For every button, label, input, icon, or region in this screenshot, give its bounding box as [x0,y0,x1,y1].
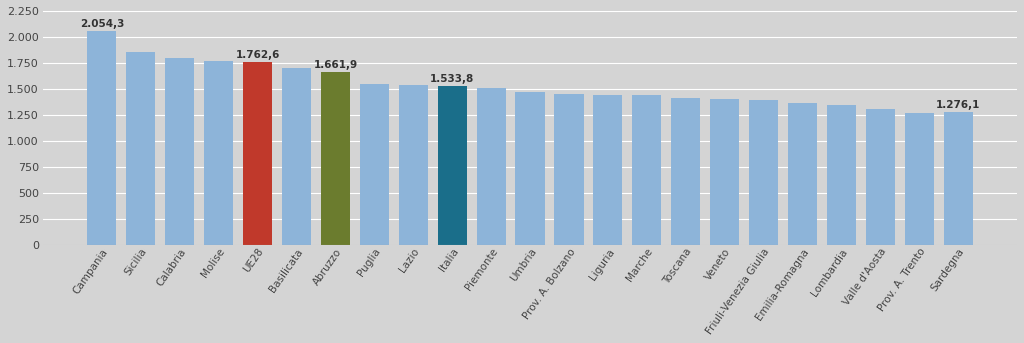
Bar [437,85,467,245]
Bar [204,61,233,245]
Bar [671,97,700,245]
Bar [282,68,311,245]
Bar [826,105,856,245]
Bar [632,95,662,245]
Bar [593,95,623,245]
Text: 1.533,8: 1.533,8 [430,74,474,84]
Bar [476,88,506,245]
Bar [943,112,973,245]
Bar [321,72,350,245]
Bar [515,92,545,245]
Bar [359,84,389,245]
Bar [710,99,739,245]
Bar [904,114,934,245]
Bar [87,31,117,245]
Bar [865,109,895,245]
Bar [749,100,778,245]
Bar [165,58,195,245]
Bar [126,51,156,245]
Bar [787,103,817,245]
Text: 1.276,1: 1.276,1 [936,100,980,110]
Text: 1.661,9: 1.661,9 [313,60,357,70]
Bar [554,94,584,245]
Text: 2.054,3: 2.054,3 [80,20,124,29]
Bar [398,85,428,245]
Text: 1.762,6: 1.762,6 [236,50,280,60]
Bar [243,62,272,245]
